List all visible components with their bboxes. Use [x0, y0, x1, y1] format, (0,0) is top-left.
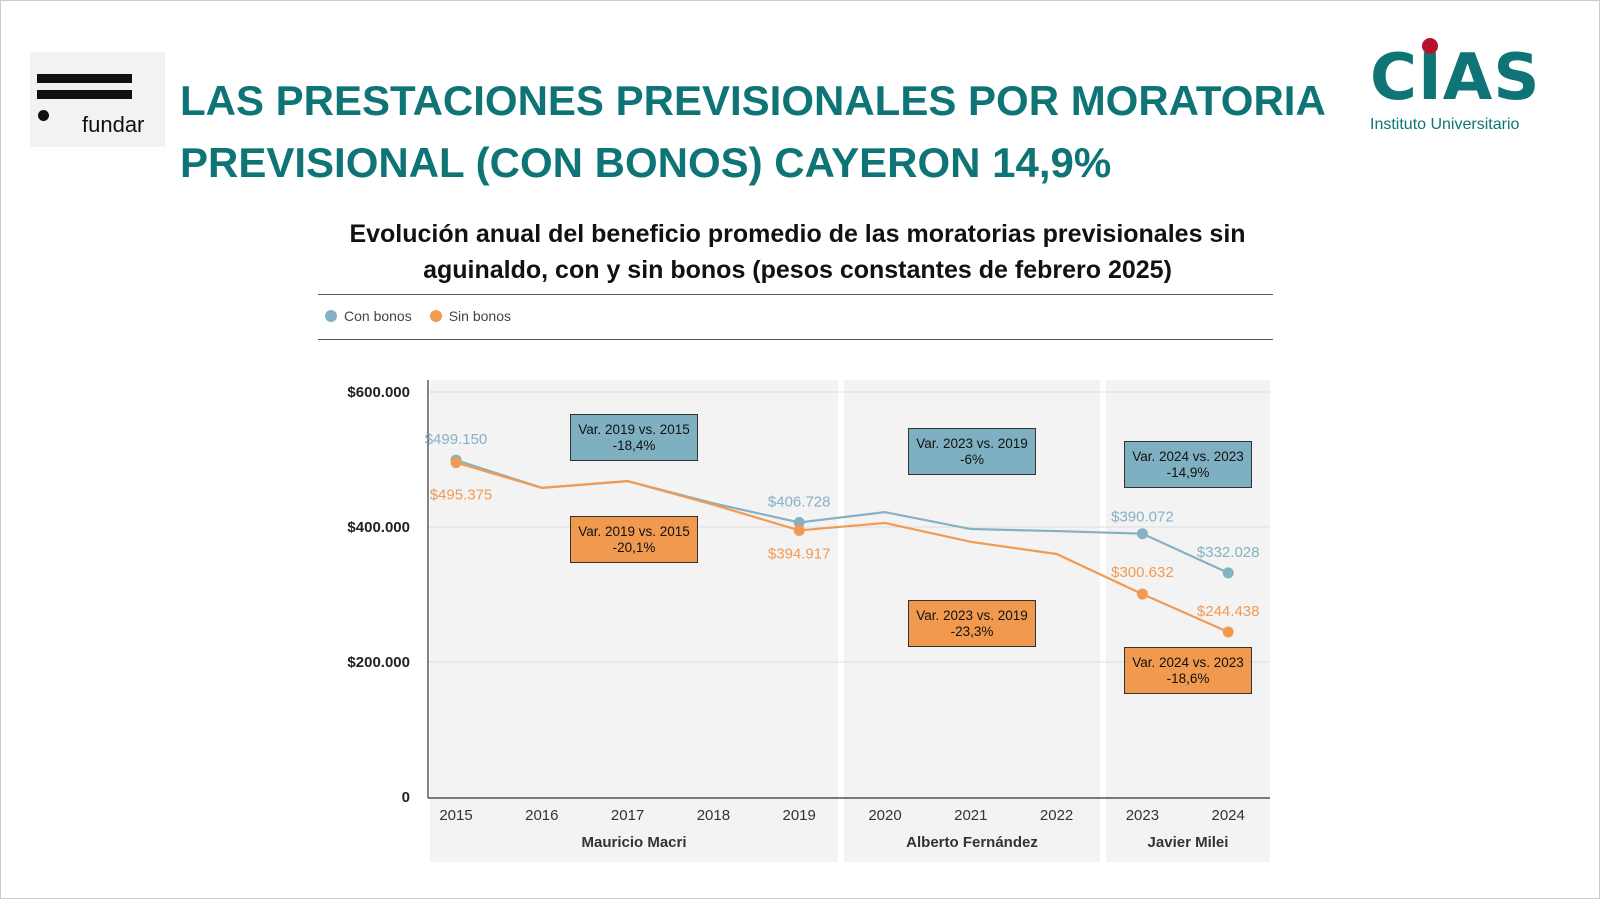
variation-annotation: Var. 2019 vs. 2015 -18,4%	[570, 414, 698, 461]
data-label: $394.917	[768, 545, 831, 562]
x-tick-label: 2019	[783, 807, 816, 824]
annotation-text: Var. 2019 vs. 2015	[578, 524, 690, 539]
x-tick-label: 2016	[525, 807, 558, 824]
x-tick-label: 2018	[697, 807, 730, 824]
x-tick-label: 2024	[1212, 807, 1245, 824]
title-line-1: LAS PRESTACIONES PREVISIONALES POR MORAT…	[180, 77, 1326, 124]
period-label: Mauricio Macri	[581, 834, 686, 851]
y-tick-label: $600.000	[347, 384, 410, 401]
data-point	[1222, 567, 1234, 579]
variation-annotation: Var. 2023 vs. 2019 -23,3%	[908, 600, 1036, 647]
x-tick-label: 2015	[439, 807, 472, 824]
logo-dot	[38, 110, 49, 121]
annotation-text: Var. 2023 vs. 2019	[916, 436, 1028, 451]
cias-logo-dot	[1422, 38, 1438, 54]
annotation-text: Var. 2024 vs. 2023	[1132, 449, 1244, 464]
x-tick-label: 2023	[1126, 807, 1159, 824]
chart-title: Evolución anual del beneficio promedio d…	[349, 220, 1246, 284]
data-label: $332.028	[1197, 544, 1260, 561]
variation-annotation: Var. 2024 vs. 2023 -14,9%	[1124, 441, 1252, 488]
variation-annotation: Var. 2019 vs. 2015 -20,1%	[570, 516, 698, 563]
annotation-text: -18,6%	[1166, 671, 1210, 686]
y-tick-label: $200.000	[347, 654, 410, 671]
x-tick-label: 2022	[1040, 807, 1073, 824]
annotation-text: Var. 2023 vs. 2019	[916, 608, 1028, 623]
legend-item-sin-bonos: Sin bonos	[429, 308, 511, 324]
data-point	[1136, 588, 1148, 600]
period-label: Alberto Fernández	[906, 834, 1038, 851]
chart-legend: Con bonos Sin bonos	[325, 308, 511, 324]
y-tick-label: 0	[402, 789, 410, 806]
data-label: $499.150	[425, 431, 488, 448]
page-title: LAS PRESTACIONES PREVISIONALES POR MORAT…	[180, 70, 1350, 194]
annotation-text: Var. 2024 vs. 2023	[1132, 655, 1244, 670]
cias-logo-text: CIAS	[1370, 41, 1541, 115]
divider	[318, 294, 1273, 295]
cias-logo: CIAS Instituto Universitario	[1370, 36, 1545, 136]
data-label: $244.438	[1197, 603, 1260, 620]
data-point	[1222, 626, 1234, 638]
data-label: $406.728	[768, 493, 831, 510]
cias-logo-subtitle: Instituto Universitario	[1370, 116, 1520, 133]
x-tick-label: 2017	[611, 807, 644, 824]
y-tick-label: $400.000	[347, 519, 410, 536]
data-label: $300.632	[1111, 564, 1174, 581]
annotation-text: -14,9%	[1166, 465, 1210, 480]
period-label: Javier Milei	[1148, 834, 1229, 851]
variation-annotation: Var. 2023 vs. 2019 -6%	[908, 428, 1036, 475]
x-tick-label: 2021	[954, 807, 987, 824]
data-point	[450, 457, 462, 469]
title-line-2: PREVISIONAL (CON BONOS) CAYERON 14,9%	[180, 139, 1112, 186]
logo-bar	[37, 74, 132, 83]
annotation-text: Var. 2019 vs. 2015	[578, 422, 690, 437]
annotation-text: -20,1%	[612, 540, 656, 555]
variation-annotation: Var. 2024 vs. 2023 -18,6%	[1124, 647, 1252, 694]
divider	[318, 339, 1273, 340]
data-point	[793, 516, 805, 528]
annotation-text: -6%	[959, 452, 984, 467]
legend-label: Con bonos	[344, 308, 412, 324]
annotation-text: -18,4%	[612, 438, 656, 453]
logo-bar	[37, 90, 132, 99]
data-label: $390.072	[1111, 509, 1174, 526]
data-point	[793, 524, 805, 536]
annotation-text: -23,3%	[950, 624, 994, 639]
fundar-logo-text: fundar	[82, 112, 145, 137]
legend-label: Sin bonos	[448, 308, 511, 324]
data-point	[1136, 528, 1148, 540]
series-line-sin-bonos	[455, 461, 1229, 634]
legend-swatch	[429, 310, 442, 322]
legend-swatch	[325, 310, 337, 322]
fundar-logo: fundar	[30, 52, 165, 147]
x-tick-label: 2020	[868, 807, 901, 824]
data-label: $495.375	[430, 487, 493, 504]
legend-item-con-bonos: Con bonos	[325, 308, 412, 324]
